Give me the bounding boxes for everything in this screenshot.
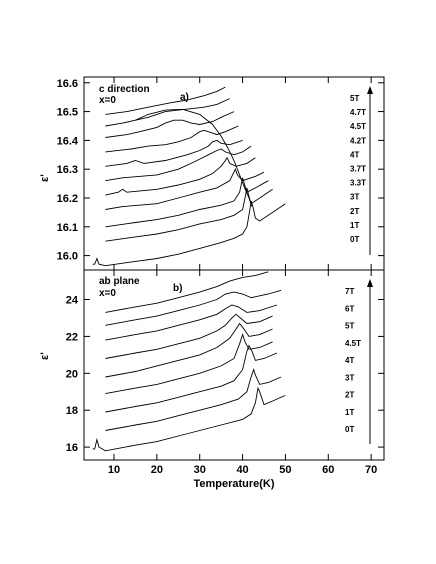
panel-b-field-label: 5T (345, 322, 354, 331)
x-tick-label: 40 (236, 464, 248, 476)
panel-a-curve-4.2T (105, 125, 239, 153)
panel-a-y-tick-label: 16.4 (57, 135, 79, 147)
x-axis-label: Temperature(K) (193, 478, 274, 490)
panel-a-x-ticks (113, 77, 372, 270)
x-tick-label: 60 (322, 464, 334, 476)
panel-b-field-arrow (367, 279, 373, 444)
panel-b-curve-2T (105, 344, 278, 413)
panel-a-field-label: 4T (350, 150, 359, 159)
panel-a-field-label: 4.2T (350, 136, 366, 145)
panel-a-annotation-1: c direction (99, 84, 150, 95)
panel-a-chart: c direction x=0 a) ε' 16.016.116.216.316… (39, 76, 385, 271)
panel-a-frame (83, 76, 385, 271)
panel-a-y-tick-label: 16.1 (57, 222, 78, 234)
panel-a-y-tick-label: 16.3 (57, 164, 78, 176)
panel-b-field-label: 7T (345, 287, 354, 296)
panel-a-field-label: 1T (350, 221, 359, 230)
panel-b-curve-0T (92, 386, 286, 452)
panel-b-field-label: 4T (345, 356, 354, 365)
panel-b-y-tick-label: 18 (66, 405, 78, 417)
panel-b-field-labels: 0T 1T 2T 3T 4T 4.5T 5T 6T 7T (345, 287, 361, 434)
panel-b-curve-1T (105, 368, 282, 431)
x-tick-label: 70 (365, 464, 377, 476)
panel-b-y-axis-label: ε' (39, 352, 51, 360)
panel-b-annotation-1: ab plane (99, 276, 140, 287)
panel-a-field-arrow (367, 86, 373, 255)
panel-a-curve-3.3T (105, 156, 256, 196)
panel-a-curve-4.7T (105, 98, 230, 127)
panel-b-field-label: 6T (345, 304, 354, 313)
panel-a-field-label: 4.7T (350, 108, 366, 117)
panel-a-curve-0T (92, 200, 286, 267)
panel-b-curves (92, 271, 286, 452)
panel-b-field-label: 4.5T (345, 339, 361, 348)
x-tick-labels: 10 20 30 40 50 60 70 (108, 464, 377, 476)
panel-b-y-tick-label: 22 (66, 331, 78, 343)
panel-b-chart: ab plane x=0 b) ε' 16 18 20 22 24 0T 1T 2T 3T 4T… (39, 269, 385, 461)
x-tick-label: 20 (151, 464, 163, 476)
x-tick-label: 30 (194, 464, 206, 476)
panel-b-x-ticks (113, 270, 372, 460)
panel-a-y-axis-label: ε' (39, 174, 51, 182)
panel-a-curve-3T (105, 168, 265, 210)
panel-b-curve-5T (105, 304, 278, 341)
panel-b-y-tick-label: 24 (66, 295, 79, 307)
panel-a-curve-4.5T (105, 111, 235, 138)
panel-a-annotation-2: x=0 (99, 95, 116, 106)
x-tick-label: 10 (108, 464, 120, 476)
panel-a-y-tick-label: 16.5 (57, 107, 78, 119)
panel-b-field-label: 0T (345, 425, 354, 434)
panel-a-field-label: 5T (350, 94, 359, 103)
panel-a-field-label: 3.7T (350, 165, 366, 174)
panel-a-field-label: 4.5T (350, 122, 366, 131)
panel-b-y-tick-label: 16 (66, 442, 78, 454)
panel-b-field-label: 3T (345, 373, 354, 382)
panel-a-y-tick-label: 16.6 (57, 78, 78, 90)
panel-a-field-label: 0T (350, 235, 359, 244)
panel-a-curve-4T (105, 139, 243, 167)
panel-a-field-label: 3T (350, 193, 359, 202)
panel-a-curve-5T (105, 86, 226, 115)
panel-b-y-tick-label: 20 (66, 368, 78, 380)
panel-a-label: a) (180, 92, 189, 103)
panel-a-y-tick-label: 16.2 (57, 193, 78, 205)
panel-a-y-tick-label: 16.0 (57, 251, 78, 263)
panel-b-curve-4T (105, 322, 273, 378)
panel-b-field-label: 2T (345, 391, 354, 400)
panel-a-field-label: 2T (350, 207, 359, 216)
panel-b-annotation-2: x=0 (99, 288, 116, 299)
panel-a-field-labels: 0T 1T 2T 3T 3.3T 3.7T 4T 4.2T 4.5T 4.7T 5T (350, 94, 366, 244)
panel-a-curves (92, 86, 286, 267)
panel-a-curve-3.7T (105, 145, 252, 182)
panel-b-field-label: 1T (345, 408, 354, 417)
panel-a-guide-curve (135, 108, 253, 207)
panel-b-label: b) (173, 283, 182, 294)
panel-b-curve-4.5T (105, 313, 273, 359)
panel-b-frame (83, 269, 385, 461)
panel-b-curve-6T (105, 289, 282, 326)
panel-b-curve-3T (105, 333, 273, 395)
x-tick-label: 50 (279, 464, 291, 476)
panel-b-curve-7T (105, 271, 269, 313)
panel-a-field-label: 3.3T (350, 179, 366, 188)
panel-a-y-ticks: 16.0 16.1 16.2 16.3 16.4 16.5 16.6 (57, 78, 384, 263)
panel-b-y-ticks: 16 18 20 22 24 (66, 295, 384, 454)
panel-a-curve-1T (105, 187, 273, 242)
